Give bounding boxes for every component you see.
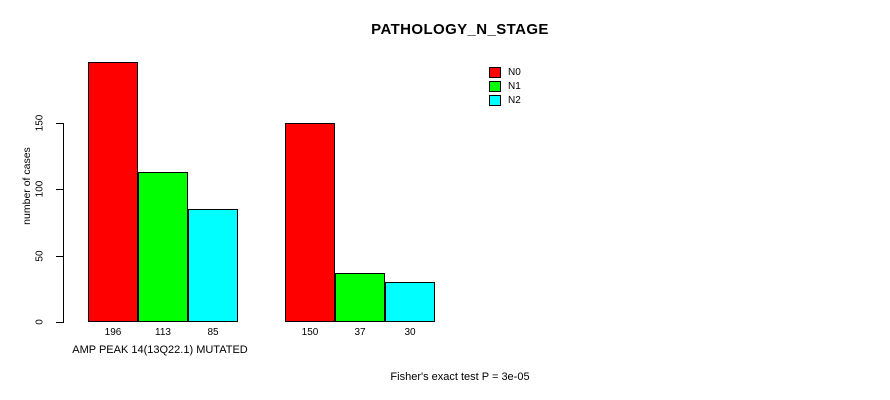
y-tick-mark	[56, 256, 63, 257]
bar-value-label: 37	[354, 327, 366, 338]
y-tick-label: 100	[34, 180, 46, 198]
legend-label: N2	[508, 95, 521, 106]
legend-swatch-n1	[489, 81, 501, 92]
bar-n1-group2	[335, 273, 385, 322]
y-tick-label: 0	[34, 319, 46, 325]
legend-row-n2: N2	[489, 94, 521, 107]
legend-swatch-n0	[489, 67, 501, 78]
y-tick-mark	[56, 322, 63, 323]
bar-n2-group2	[385, 282, 435, 322]
y-tick-label: 150	[34, 114, 46, 132]
legend-row-n1: N1	[489, 80, 521, 93]
y-tick-mark	[56, 189, 63, 190]
legend: N0 N1 N2	[489, 66, 521, 108]
chart-title: PATHOLOGY_N_STAGE	[371, 21, 549, 38]
y-axis-label: number of cases	[21, 147, 33, 225]
bar-n0-group1	[88, 62, 138, 322]
bar-value-label: 150	[301, 327, 319, 338]
bar-value-label: 113	[155, 327, 171, 338]
bar-n0-group2	[285, 123, 335, 322]
bar-value-label: 196	[104, 327, 122, 338]
x-axis-group-label: AMP PEAK 14(13Q22.1) MUTATED	[72, 344, 248, 356]
y-tick-mark	[56, 123, 63, 124]
bar-value-label: 30	[404, 327, 416, 338]
bar-n2-group1	[188, 209, 238, 322]
legend-swatch-n2	[489, 95, 501, 106]
bar-n1-group1	[138, 172, 188, 322]
y-tick-label: 50	[34, 250, 46, 262]
y-axis-line	[63, 123, 64, 323]
fisher-test-annotation: Fisher's exact test P = 3e-05	[390, 371, 530, 383]
bar-value-label: 85	[207, 327, 219, 338]
legend-row-n0: N0	[489, 66, 521, 79]
legend-label: N0	[508, 67, 521, 78]
legend-label: N1	[508, 81, 521, 92]
